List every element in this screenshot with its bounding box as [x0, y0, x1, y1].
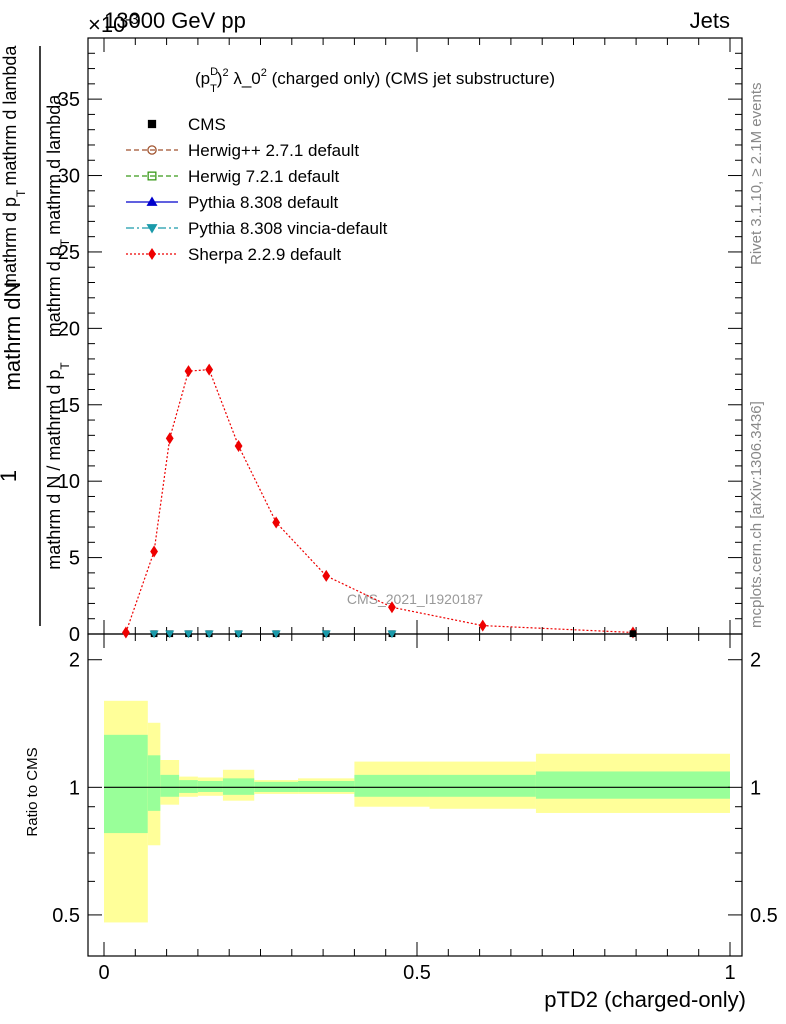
watermark: CMS_2021_I1920187 [347, 591, 483, 607]
stat-band-bin [197, 780, 223, 792]
data-point [234, 440, 243, 453]
title-left: 13000 GeV pp [104, 8, 246, 33]
ratio-y-tick-label: 2 [69, 650, 80, 672]
stat-band-bin [535, 771, 730, 799]
title-right: Jets [690, 8, 730, 33]
rivet-label: Rivet 3.1.10, ≥ 2.1M events [748, 83, 765, 266]
y-label-one: 1 [0, 470, 21, 482]
legend-marker [147, 145, 157, 155]
ratio-y-tick-label-right: 1 [750, 777, 761, 799]
data-point [272, 516, 281, 529]
main-y-tick-label: 30 [58, 166, 80, 188]
main-y-tick-label: 10 [58, 471, 80, 493]
legend: CMS Herwig++ 2.7.1 default Herwig 7.2.1 de… [126, 115, 388, 264]
main-y-tick-label: 0 [69, 624, 80, 646]
data-point [271, 630, 281, 639]
exponent-label: ×10-3 [88, 11, 139, 37]
legend-marker [148, 248, 156, 260]
legend-marker [146, 224, 158, 234]
stat-band-bin [298, 780, 355, 792]
data-point [387, 630, 397, 639]
stat-band-bin [429, 774, 536, 797]
legend-label: Herwig++ 2.7.1 default [188, 141, 359, 160]
main-plot-frame [87, 37, 743, 635]
data-point [165, 630, 175, 639]
ratio-y-tick-label-right: 2 [750, 650, 761, 672]
legend-label: Sherpa 2.2.9 default [188, 245, 341, 264]
main-y-tick-label: 25 [58, 242, 80, 264]
legend-label: Herwig 7.2.1 default [188, 167, 339, 186]
data-point [184, 365, 193, 378]
x-ticks: 0 0.5 1 [98, 38, 736, 984]
data-point [388, 601, 396, 614]
main-y-axis-label: mathrm dN mathrm d pTmathrm d lambda 1 m… [0, 45, 72, 626]
legend-label: Pythia 8.308 vincia-default [188, 219, 388, 238]
legend-marker [147, 171, 157, 181]
data-point [629, 630, 637, 638]
stat-band-bin [147, 755, 161, 811]
data-point [204, 630, 214, 639]
y-label-denominator-right: mathrm d pTmathrm d lambda [44, 94, 72, 337]
legend-marker [146, 196, 158, 206]
data-point [234, 630, 244, 639]
main-y-ticks: 0 5 10 15 20 25 30 35 [58, 37, 742, 646]
mcplots-label: mcplots.cern.ch [arXiv:1306.3436] [748, 401, 765, 628]
main-y-tick-label: 20 [58, 318, 80, 340]
stat-band-bin [354, 774, 430, 797]
data-point [165, 432, 174, 445]
stat-band-bin [222, 778, 255, 795]
stat-band-bin [104, 734, 148, 834]
data-point [122, 626, 130, 639]
x-tick-label: 0.5 [403, 962, 431, 984]
series-layer [122, 363, 637, 639]
main-y-tick-label: 5 [69, 548, 80, 570]
y-label-numerator: mathrm dN [0, 282, 25, 391]
ratio-y-tick-label-right: 0.5 [750, 905, 778, 927]
data-point [321, 630, 331, 639]
x-axis-label: pTD2 (charged-only) [544, 987, 746, 1012]
x-tick-label: 0 [98, 962, 109, 984]
legend-label: CMS [188, 115, 226, 134]
ratio-y-axis-label: Ratio to CMS [24, 747, 41, 836]
ratio-y-tick-label: 1 [69, 777, 80, 799]
x-tick-label: 1 [724, 962, 735, 984]
legend-marker [147, 119, 157, 129]
y-label-denominator: mathrm d N / mathrm d pT [44, 362, 72, 570]
plot-title: (pD T)2 λ_02 (charged only) (CMS jet subs… [195, 66, 555, 95]
data-point [150, 545, 158, 558]
ratio-y-tick-label: 0.5 [52, 905, 80, 927]
data-point [205, 363, 214, 376]
stat-band-bin [179, 780, 198, 793]
data-point [478, 619, 487, 632]
legend-label: Pythia 8.308 default [188, 193, 339, 212]
main-y-tick-label: 35 [58, 89, 80, 111]
data-point [184, 630, 194, 639]
data-point [149, 630, 159, 639]
main-y-tick-label: 15 [58, 395, 80, 417]
ratio-bands [104, 700, 730, 923]
data-point [322, 569, 331, 582]
y-label-numerator-right: mathrm d pTmathrm d lambda [0, 45, 28, 288]
stat-band-bin [160, 774, 180, 797]
ratio-plot-frame [87, 633, 743, 957]
ratio-y-ticks: 0.5 0.5 1 1 2 2 [52, 650, 778, 957]
